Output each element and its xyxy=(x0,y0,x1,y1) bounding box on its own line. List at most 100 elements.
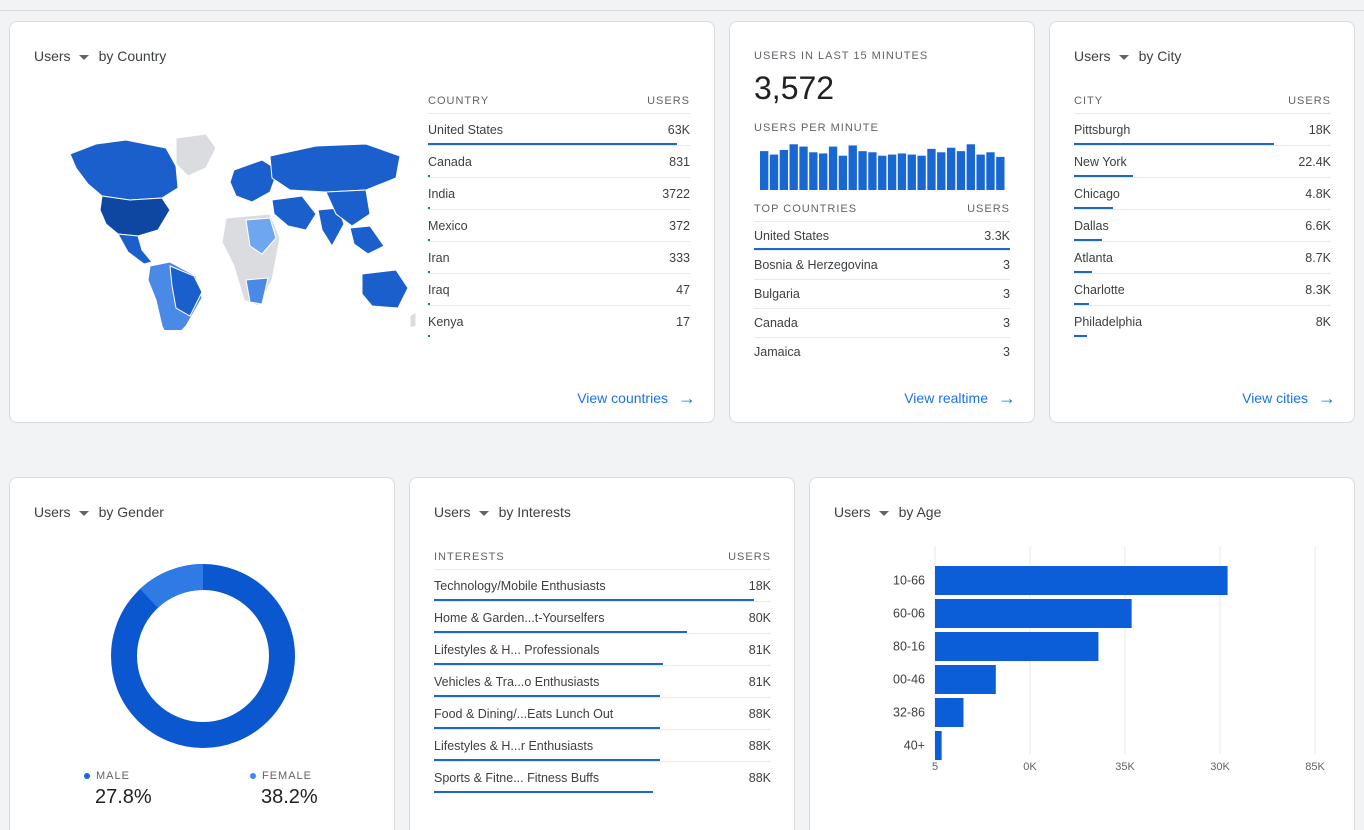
table-row[interactable]: Food & Dining/...Eats Lunch Out 88K xyxy=(434,697,771,729)
age-bar[interactable] xyxy=(935,665,996,694)
map-middle-east[interactable] xyxy=(271,195,317,231)
minute-bar[interactable] xyxy=(819,153,828,190)
map-south-africa[interactable] xyxy=(245,277,269,305)
table-row[interactable]: Pittsburgh 18K xyxy=(1074,113,1331,145)
metric-selector[interactable]: Users xyxy=(1074,48,1111,64)
table-row[interactable]: Home & Garden...t-Yourselfers 80K xyxy=(434,601,771,633)
view-countries-label: View countries xyxy=(577,390,668,406)
row-label: Kenya xyxy=(428,314,464,329)
users-per-minute-chart[interactable] xyxy=(760,142,1006,190)
minute-bar[interactable] xyxy=(996,156,1005,190)
table-row[interactable]: Iraq 47 xyxy=(428,273,690,305)
minute-bar[interactable] xyxy=(897,153,907,190)
age-bar[interactable] xyxy=(935,566,1228,595)
metric-selector[interactable]: Users xyxy=(834,504,871,520)
minute-bar[interactable] xyxy=(986,152,995,190)
age-bar[interactable] xyxy=(935,632,1099,661)
donut-segment-primary[interactable] xyxy=(111,564,295,748)
view-cities-link[interactable]: View cities → xyxy=(1242,389,1336,407)
caret-down-icon[interactable] xyxy=(78,510,89,516)
minute-bar[interactable] xyxy=(917,155,926,190)
row-value-bar xyxy=(434,695,660,697)
minute-bar[interactable] xyxy=(976,154,985,190)
table-row[interactable]: United States 3.3K xyxy=(754,221,1010,250)
minute-bar[interactable] xyxy=(779,150,789,190)
table-row[interactable]: Bulgaria 3 xyxy=(754,279,1010,308)
caret-down-icon[interactable] xyxy=(878,510,889,516)
table-row[interactable]: Technology/Mobile Enthusiasts 18K xyxy=(434,569,771,601)
map-canada[interactable] xyxy=(69,139,179,201)
table-row[interactable]: Jamaica 3 xyxy=(754,337,1010,366)
table-row[interactable]: United States 63K xyxy=(428,113,690,145)
table-row[interactable]: Atlanta 8.7K xyxy=(1074,241,1331,273)
age-bar-chart[interactable]: 5 0K 35K 30K 85K 10-66 60-06 80-16 00-46 32-86 40+ xyxy=(810,538,1354,798)
table-row[interactable]: Chicago 4.8K xyxy=(1074,177,1331,209)
table-row[interactable]: Mexico 372 xyxy=(428,209,690,241)
table-row[interactable]: Philadelphia 8K xyxy=(1074,305,1331,337)
map-europe[interactable] xyxy=(229,159,279,203)
minute-bar[interactable] xyxy=(868,152,877,190)
table-row[interactable]: Sports & Fitne... Fitness Buffs 88K xyxy=(434,761,771,793)
view-countries-link[interactable]: View countries → xyxy=(577,389,696,407)
table-header: TOP COUNTRIES USERS xyxy=(754,197,1010,221)
caret-down-icon[interactable] xyxy=(478,510,489,516)
age-bar[interactable] xyxy=(935,731,942,760)
map-brazil[interactable] xyxy=(169,265,203,317)
table-row[interactable]: Vehicles & Tra...o Enthusiasts 81K xyxy=(434,665,771,697)
table-row[interactable]: Bosnia & Herzegovina 3 xyxy=(754,250,1010,279)
map-new-zealand[interactable] xyxy=(409,311,417,329)
gender-donut-chart[interactable] xyxy=(110,563,296,749)
row-label: Lifestyles & H...r Enthusiasts xyxy=(434,738,594,753)
minute-bar[interactable] xyxy=(809,152,818,190)
table-row[interactable]: Canada 3 xyxy=(754,308,1010,337)
donut-segment-secondary[interactable] xyxy=(140,564,203,608)
metric-selector[interactable]: Users xyxy=(34,48,71,64)
map-greenland[interactable] xyxy=(175,133,217,177)
map-usa[interactable] xyxy=(99,195,171,237)
map-china[interactable] xyxy=(325,189,371,227)
metric-selector[interactable]: Users xyxy=(434,504,471,520)
table-row[interactable]: Lifestyles & H...r Enthusiasts 88K xyxy=(434,729,771,761)
map-africa-highlight[interactable] xyxy=(245,217,277,255)
minute-bar[interactable] xyxy=(838,155,848,190)
age-bar[interactable] xyxy=(935,599,1132,628)
y-category-label: 60-06 xyxy=(893,607,925,621)
minute-bar[interactable] xyxy=(878,155,887,190)
table-row[interactable]: Charlotte 8.3K xyxy=(1074,273,1331,305)
table-row[interactable]: Kenya 17 xyxy=(428,305,690,337)
interests-table: INTERESTS USERS Technology/Mobile Enthus… xyxy=(434,545,771,793)
world-map[interactable] xyxy=(66,130,418,330)
age-bar[interactable] xyxy=(935,698,964,727)
minute-bar[interactable] xyxy=(828,146,838,190)
table-row[interactable]: Dallas 6.6K xyxy=(1074,209,1331,241)
table-row[interactable]: Iran 333 xyxy=(428,241,690,273)
minute-bar[interactable] xyxy=(789,144,798,190)
minute-bar[interactable] xyxy=(937,152,946,190)
row-value: 63K xyxy=(667,122,690,137)
view-realtime-link[interactable]: View realtime → xyxy=(904,389,1016,407)
map-mexico[interactable] xyxy=(117,233,153,265)
caret-down-icon[interactable] xyxy=(1118,54,1129,60)
minute-bar[interactable] xyxy=(927,148,936,190)
minute-bar[interactable] xyxy=(848,145,857,190)
minute-bar[interactable] xyxy=(907,154,916,190)
minute-bar[interactable] xyxy=(887,154,897,190)
map-australia[interactable] xyxy=(361,269,409,309)
map-russia-asia[interactable] xyxy=(269,143,401,193)
minute-bar[interactable] xyxy=(799,146,808,190)
table-rows: United States 3.3K Bosnia & Herzegovina 3 Bu… xyxy=(754,221,1010,366)
minute-bar[interactable] xyxy=(966,144,975,190)
caret-down-icon[interactable] xyxy=(78,54,89,60)
table-row[interactable]: Canada 831 xyxy=(428,145,690,177)
table-row[interactable]: India 3722 xyxy=(428,177,690,209)
minute-bar[interactable] xyxy=(760,151,769,190)
card-header: Users by City xyxy=(1074,48,1181,64)
table-row[interactable]: Lifestyles & H... Professionals 81K xyxy=(434,633,771,665)
minute-bar[interactable] xyxy=(858,151,867,190)
metric-selector[interactable]: Users xyxy=(34,504,71,520)
table-row[interactable]: New York 22.4K xyxy=(1074,145,1331,177)
minute-bar[interactable] xyxy=(769,154,779,190)
minute-bar[interactable] xyxy=(946,147,956,190)
map-southeast-asia[interactable] xyxy=(349,225,385,255)
minute-bar[interactable] xyxy=(956,151,966,190)
